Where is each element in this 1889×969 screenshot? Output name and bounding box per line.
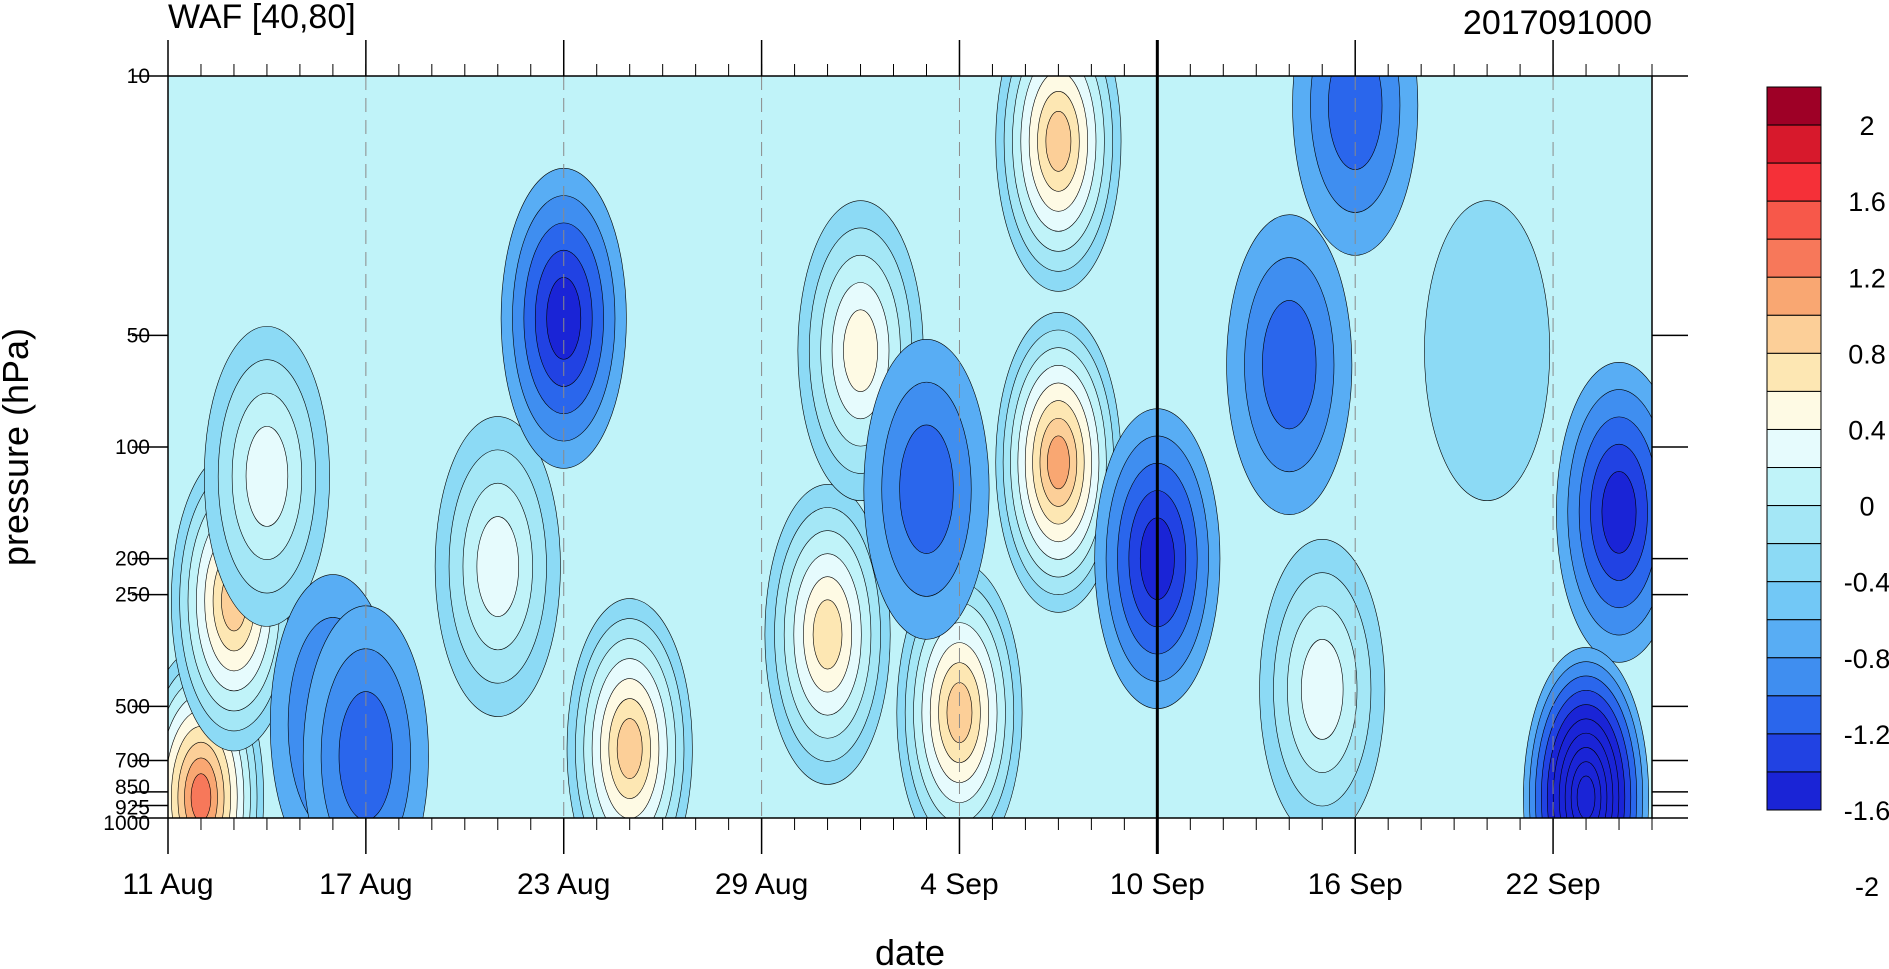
x-tick-label: 17 Aug [319, 868, 412, 901]
contour-region [899, 424, 954, 554]
colorbar-swatch [1766, 162, 1822, 202]
x-tick-label: 22 Sep [1506, 868, 1601, 901]
colorbar-label: 0 [1859, 492, 1874, 522]
colorbar-swatch [1766, 467, 1822, 507]
colorbar-label: -0.8 [1844, 644, 1889, 674]
colorbar-swatch [1766, 771, 1822, 811]
title-right: 2017091000 [1463, 4, 1652, 42]
colorbar: 2 1.6 1.2 0.8 0.4 0 -0.4 -0.8 -1.2 -1.6 -2 [1766, 86, 1889, 902]
colorbar-swatch [1766, 314, 1822, 354]
colorbar-label: 1.2 [1848, 263, 1886, 293]
colorbar-label: 2 [1859, 111, 1874, 141]
colorbar-swatch [1766, 657, 1822, 697]
x-tick-label: 16 Sep [1308, 868, 1403, 901]
colorbar-label: -0.4 [1844, 568, 1889, 598]
colorbar-swatch [1766, 733, 1822, 773]
contour-region [1045, 111, 1072, 172]
colorbar-label: -1.2 [1844, 720, 1889, 750]
colorbar-swatch [1766, 276, 1822, 316]
x-tick-label: 29 Aug [715, 868, 808, 901]
y-tick-label: 500 [115, 695, 150, 718]
colorbar-label: -1.6 [1844, 796, 1889, 826]
colorbar-swatch [1766, 505, 1822, 545]
y-tick-label: 100 [115, 436, 150, 459]
contour-region [1424, 200, 1551, 501]
colorbar-swatch [1766, 238, 1822, 278]
contour-region [476, 516, 519, 617]
y-tick-label: 50 [127, 324, 150, 347]
contour-region [190, 773, 212, 818]
title-left: WAF [40,80] [168, 0, 356, 36]
colorbar-swatch [1766, 695, 1822, 735]
colorbar-label: 0.4 [1848, 415, 1886, 445]
y-tick-label: 10 [127, 65, 150, 88]
y-tick-label: 925 [115, 796, 150, 819]
y-tick-label: 250 [115, 584, 150, 607]
contour-region [616, 718, 643, 779]
x-axis-label: date [875, 932, 945, 969]
contour-region [812, 599, 843, 670]
x-tick-label: 10 Sep [1110, 868, 1205, 901]
colorbar-label: 1.6 [1848, 187, 1886, 217]
contour-region [843, 309, 878, 392]
x-tick-label: 4 Sep [920, 868, 998, 901]
colorbar-swatch [1766, 124, 1822, 164]
contour-field [168, 76, 1652, 818]
contour-region [1576, 775, 1596, 818]
contour-region [1601, 471, 1637, 554]
x-axis-ticks: 11 Aug 17 Aug 23 Aug 29 Aug 4 Sep 10 Sep 16 Se… [122, 40, 1601, 901]
contour-region [338, 691, 394, 818]
colorbar-swatch [1766, 200, 1822, 240]
contour-region [946, 682, 973, 743]
y-axis-label: pressure (hPa) [0, 328, 36, 566]
x-tick-label: 23 Aug [517, 868, 610, 901]
y-tick-label: 700 [115, 750, 150, 773]
y-tick-label: 200 [115, 548, 150, 571]
colorbar-swatch [1766, 428, 1822, 469]
colorbar-swatch [1766, 86, 1822, 126]
contour-region [1047, 435, 1070, 490]
x-tick-label: 11 Aug [122, 868, 213, 901]
y-tick-label: 850 [115, 776, 150, 799]
colorbar-swatch [1766, 581, 1822, 621]
colorbar-swatch [1766, 390, 1822, 430]
contour-region [1262, 300, 1317, 430]
colorbar-swatch [1766, 619, 1822, 659]
colorbar-swatch [1766, 352, 1822, 392]
colorbar-label: 0.8 [1848, 339, 1886, 369]
contour-region [245, 426, 289, 527]
colorbar-label: -2 [1855, 872, 1879, 902]
y-tick-label: 1000 [103, 812, 150, 835]
colorbar-swatch [1766, 543, 1822, 583]
contour-region [1301, 639, 1344, 740]
